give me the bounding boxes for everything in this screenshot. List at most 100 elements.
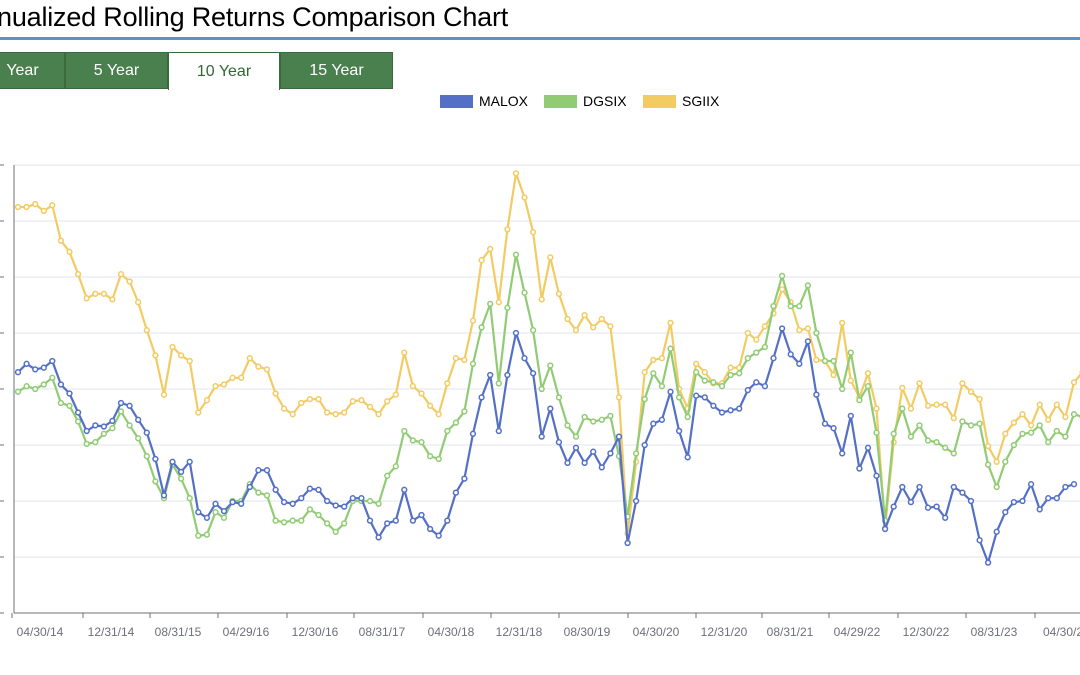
data-point-sgiix[interactable] [813,356,820,364]
data-point-malox[interactable] [873,472,880,479]
data-point-dgsix[interactable] [23,383,30,390]
data-point-malox[interactable] [238,500,245,507]
data-point-sgiix[interactable] [504,226,511,233]
data-point-sgiix[interactable] [641,369,648,376]
data-point-malox[interactable] [57,381,65,388]
data-point-malox[interactable] [675,427,683,435]
data-point-malox[interactable] [710,402,717,409]
data-point-malox[interactable] [564,459,571,467]
data-point-dgsix[interactable] [727,371,734,379]
data-point-sgiix[interactable] [444,380,451,387]
data-point-dgsix[interactable] [177,475,185,482]
data-point-dgsix[interactable] [864,383,872,390]
data-point-dgsix[interactable] [435,455,442,463]
data-point-malox[interactable] [959,489,966,496]
data-point-dgsix[interactable] [804,282,812,289]
data-point-dgsix[interactable] [478,324,485,331]
data-point-dgsix[interactable] [907,433,915,440]
data-point-sgiix[interactable] [907,405,915,412]
data-point-dgsix[interactable] [564,422,571,429]
data-point-malox[interactable] [512,329,520,337]
data-point-dgsix[interactable] [1002,458,1009,465]
data-point-dgsix[interactable] [289,517,296,524]
data-point-malox[interactable] [770,355,777,362]
data-point-sgiix[interactable] [66,248,73,255]
data-point-sgiix[interactable] [392,391,399,398]
data-point-malox[interactable] [487,371,494,379]
data-point-dgsix[interactable] [675,394,683,401]
data-point-malox[interactable] [220,507,228,515]
data-point-malox[interactable] [298,495,305,502]
data-point-sgiix[interactable] [847,377,854,384]
data-point-sgiix[interactable] [169,343,176,351]
data-point-sgiix[interactable] [384,398,391,405]
data-point-dgsix[interactable] [916,422,923,429]
data-point-sgiix[interactable] [401,349,408,356]
data-point-sgiix[interactable] [942,401,949,408]
data-point-malox[interactable] [452,489,460,496]
data-point-dgsix[interactable] [332,528,339,535]
data-point-malox[interactable] [40,364,47,371]
data-point-sgiix[interactable] [263,366,271,373]
data-point-dgsix[interactable] [1019,430,1026,437]
data-point-sgiix[interactable] [57,237,65,244]
data-point-malox[interactable] [916,483,923,491]
data-point-malox[interactable] [23,360,30,367]
data-point-dgsix[interactable] [186,495,193,502]
data-point-sgiix[interactable] [615,394,623,401]
data-point-sgiix[interactable] [1002,430,1009,437]
data-point-dgsix[interactable] [993,483,1000,491]
data-point-sgiix[interactable] [976,395,983,403]
data-point-malox[interactable] [778,325,786,332]
data-point-sgiix[interactable] [238,374,245,381]
data-point-malox[interactable] [761,383,769,390]
data-point-sgiix[interactable] [255,363,262,370]
data-point-malox[interactable] [667,388,674,395]
data-point-malox[interactable] [521,355,528,362]
data-point-dgsix[interactable] [572,433,580,440]
data-point-sgiix[interactable] [152,352,159,359]
data-point-malox[interactable] [126,402,133,409]
data-point-malox[interactable] [1027,481,1035,488]
data-point-malox[interactable] [847,412,854,420]
data-point-dgsix[interactable] [135,435,142,442]
data-point-dgsix[interactable] [1027,429,1035,436]
data-point-dgsix[interactable] [426,453,434,460]
data-point-dgsix[interactable] [375,500,382,507]
data-point-sgiix[interactable] [426,402,434,409]
data-point-dgsix[interactable] [924,437,932,444]
data-point-malox[interactable] [718,409,726,416]
data-point-dgsix[interactable] [315,511,322,519]
data-point-dgsix[interactable] [280,519,288,526]
data-point-dgsix[interactable] [469,360,477,367]
data-point-malox[interactable] [315,486,322,493]
data-point-sgiix[interactable] [538,296,545,303]
data-point-dgsix[interactable] [744,355,751,362]
data-point-malox[interactable] [426,525,434,533]
data-point-dgsix[interactable] [950,450,957,457]
data-point-malox[interactable] [375,534,382,541]
data-point-malox[interactable] [701,394,708,401]
data-point-dgsix[interactable] [650,370,657,377]
data-point-sgiix[interactable] [873,405,880,412]
data-point-malox[interactable] [246,483,253,491]
data-point-malox[interactable] [881,525,889,533]
data-point-dgsix[interactable] [933,439,940,446]
data-point-sgiix[interactable] [83,295,90,302]
data-point-dgsix[interactable] [418,439,425,446]
data-point-malox[interactable] [66,390,73,397]
data-point-dgsix[interactable] [487,300,494,308]
data-point-dgsix[interactable] [813,329,820,337]
data-point-sgiix[interactable] [280,405,288,412]
data-point-malox[interactable] [727,407,734,414]
data-point-malox[interactable] [212,500,219,507]
data-point-dgsix[interactable] [392,463,399,470]
data-point-malox[interactable] [942,514,949,521]
data-point-dgsix[interactable] [667,345,674,352]
data-point-sgiix[interactable] [315,395,322,403]
data-point-dgsix[interactable] [66,402,73,409]
data-point-malox[interactable] [984,559,992,566]
data-point-malox[interactable] [143,429,150,436]
data-point-dgsix[interactable] [1010,441,1018,449]
data-point-malox[interactable] [607,450,614,457]
